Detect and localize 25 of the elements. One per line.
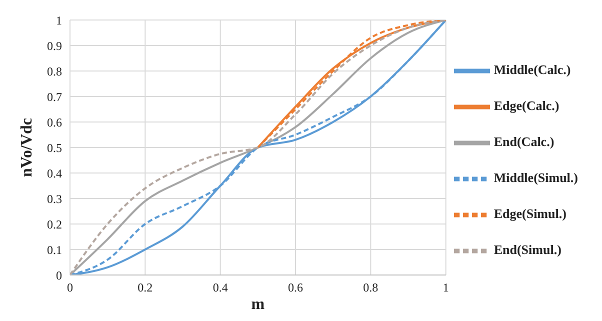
y-tick-label: 0.8 xyxy=(47,64,62,78)
y-tick-label: 0.9 xyxy=(47,38,62,53)
y-tick-label: 0.1 xyxy=(47,242,62,257)
legend-label: Middle(Simul.) xyxy=(494,169,578,184)
y-tick-label: 0.2 xyxy=(47,217,62,232)
x-tick-label: 0 xyxy=(67,280,73,295)
y-axis-title: nVo/Vdc xyxy=(18,118,36,177)
y-tick-label: 0.4 xyxy=(47,166,62,180)
x-axis-title: m xyxy=(251,296,266,313)
legend-label: End(Simul.) xyxy=(494,241,562,256)
y-tick-label: 0.5 xyxy=(47,140,62,155)
y-tick-label: 0.7 xyxy=(47,90,62,104)
x-tick-label: 0.2 xyxy=(138,280,153,295)
legend-label: Middle(Calc.) xyxy=(494,61,571,76)
legend-label: End(Calc.) xyxy=(494,133,554,148)
x-tick-label: 0.4 xyxy=(212,280,228,295)
y-tick-label: 0.6 xyxy=(47,115,62,130)
y-tick-label: 0.3 xyxy=(47,192,62,206)
y-tick-label: 0 xyxy=(56,268,62,282)
y-tick-label: 1 xyxy=(56,13,62,28)
x-tick-label: 1 xyxy=(442,280,449,295)
x-tick-label: 0.8 xyxy=(363,280,378,295)
x-tick-label: 0.6 xyxy=(288,280,304,295)
legend-label: Edge(Calc.) xyxy=(494,97,560,112)
legend-label: Edge(Simul.) xyxy=(494,205,566,220)
